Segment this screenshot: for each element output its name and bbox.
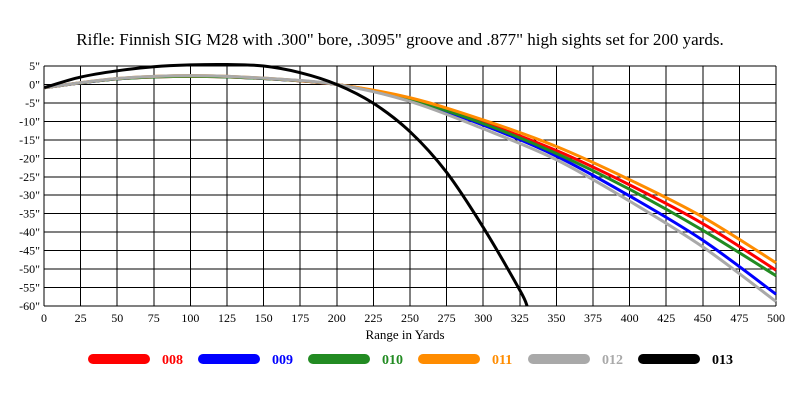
legend-label-012: 012 bbox=[602, 353, 623, 368]
y-tick-label: -15" bbox=[19, 133, 40, 147]
x-tick-label: 425 bbox=[657, 311, 675, 325]
legend-label-010: 010 bbox=[382, 353, 403, 368]
y-tick-label: -50" bbox=[19, 262, 40, 276]
x-tick-label: 325 bbox=[511, 311, 529, 325]
y-tick-label: -20" bbox=[19, 151, 40, 165]
x-tick-label: 100 bbox=[181, 311, 199, 325]
x-tick-label: 50 bbox=[111, 311, 123, 325]
legend: 008 009 010 011 012 013 bbox=[88, 353, 733, 368]
y-tick-label: -45" bbox=[19, 244, 40, 258]
legend-label-013: 013 bbox=[712, 353, 733, 368]
chart-title: Rifle: Finnish SIG M28 with .300" bore, … bbox=[76, 30, 723, 49]
x-tick-label: 225 bbox=[364, 311, 382, 325]
y-tick-label: -10" bbox=[19, 114, 40, 128]
x-tick-label: 175 bbox=[291, 311, 309, 325]
x-tick-label: 450 bbox=[694, 311, 712, 325]
x-tick-label: 25 bbox=[75, 311, 87, 325]
y-tick-label: -55" bbox=[19, 281, 40, 295]
x-tick-label: 400 bbox=[621, 311, 639, 325]
x-tick-label: 125 bbox=[218, 311, 236, 325]
legend-label-011: 011 bbox=[492, 353, 512, 368]
y-tick-label: 0" bbox=[29, 77, 40, 91]
y-tick-label: -5" bbox=[25, 96, 40, 110]
y-tick-label: -25" bbox=[19, 170, 40, 184]
y-tick-label: -60" bbox=[19, 299, 40, 313]
x-tick-label: 250 bbox=[401, 311, 419, 325]
legend-label-009: 009 bbox=[272, 353, 293, 368]
legend-swatch-010 bbox=[308, 354, 370, 364]
x-tick-label: 375 bbox=[584, 311, 602, 325]
x-tick-label: 350 bbox=[547, 311, 565, 325]
x-tick-label: 0 bbox=[41, 311, 47, 325]
series-line-013 bbox=[43, 62, 529, 307]
x-axis-ticks: 0 25 50 75 100 125 150 175 200 225 250 275 300 325 350… bbox=[41, 311, 785, 325]
legend-swatch-009 bbox=[198, 354, 260, 364]
legend-swatch-012 bbox=[528, 354, 590, 364]
x-tick-label: 200 bbox=[328, 311, 346, 325]
grid bbox=[43, 65, 777, 307]
x-axis-label: Range in Yards bbox=[365, 327, 444, 342]
series-lines bbox=[43, 62, 777, 307]
legend-swatch-013 bbox=[638, 354, 700, 364]
y-axis-ticks: 5" 0" -5" -10" -15" -20" -25" -30" -35" -40" -45" -… bbox=[19, 59, 40, 313]
x-tick-label: 475 bbox=[730, 311, 748, 325]
y-tick-label: -35" bbox=[19, 207, 40, 221]
legend-label-008: 008 bbox=[162, 353, 183, 368]
legend-swatch-011 bbox=[418, 354, 480, 364]
x-tick-label: 150 bbox=[255, 311, 273, 325]
x-tick-label: 75 bbox=[148, 311, 160, 325]
y-tick-label: 5" bbox=[29, 59, 40, 73]
x-tick-label: 500 bbox=[767, 311, 785, 325]
series-line-012 bbox=[43, 74, 777, 303]
y-tick-label: -30" bbox=[19, 188, 40, 202]
x-tick-label: 275 bbox=[438, 311, 456, 325]
legend-swatch-008 bbox=[88, 354, 150, 364]
x-tick-label: 300 bbox=[474, 311, 492, 325]
y-tick-label: -40" bbox=[19, 225, 40, 239]
